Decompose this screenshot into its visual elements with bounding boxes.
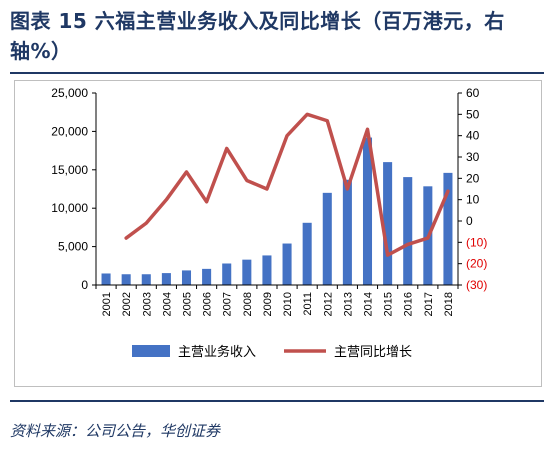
bar-revenue-2013 <box>342 179 352 285</box>
bar-revenue-2006 <box>202 268 212 285</box>
bar-revenue-2012 <box>322 192 332 285</box>
x-tick-label: 2010 <box>282 292 294 316</box>
bar-revenue-2018 <box>443 172 453 285</box>
left-tick-label: 5,000 <box>58 240 88 254</box>
bar-revenue-2005 <box>181 270 192 285</box>
x-tick-label: 2001 <box>101 292 113 316</box>
right-tick-label: 30 <box>466 150 480 164</box>
x-tick-label: 2011 <box>302 292 314 316</box>
x-tick-label: 2008 <box>242 292 254 316</box>
right-tick-label: (20) <box>466 257 487 271</box>
x-tick-label: 2007 <box>222 292 234 316</box>
legend-swatch-revenue <box>132 345 170 357</box>
x-tick-label: 2018 <box>443 292 455 316</box>
bar-revenue-2004 <box>161 273 171 285</box>
legend-label-revenue: 主营业务收入 <box>178 344 256 359</box>
right-tick-label: 10 <box>466 193 480 207</box>
legend-label-growth: 主营同比增长 <box>334 344 412 359</box>
x-tick-label: 2002 <box>121 292 133 316</box>
title-divider <box>10 72 544 74</box>
bar-revenue-2002 <box>121 274 131 285</box>
bar-revenue-2003 <box>141 274 151 285</box>
bar-revenue-2001 <box>101 273 111 285</box>
left-tick-label: 10,000 <box>51 201 88 215</box>
x-tick-label: 2003 <box>141 292 153 316</box>
x-tick-label: 2015 <box>383 292 395 316</box>
figure-title: 图表 15 六福主营业务收入及同比增长（百万港元，右轴%） <box>10 9 505 63</box>
bar-revenue-2015 <box>383 162 393 285</box>
x-tick-label: 2016 <box>403 292 415 316</box>
right-tick-label: 40 <box>466 129 480 143</box>
bar-revenue-2016 <box>403 177 413 285</box>
right-tick-label: 50 <box>466 107 480 121</box>
right-tick-label: 60 <box>466 86 480 100</box>
x-tick-label: 2017 <box>423 292 435 316</box>
right-tick-label: (10) <box>466 235 487 249</box>
left-tick-label: 20,000 <box>51 124 88 138</box>
left-tick-label: 25,000 <box>51 86 88 100</box>
right-tick-label: 20 <box>466 171 480 185</box>
bar-revenue-2011 <box>302 222 312 285</box>
right-tick-label: 0 <box>466 214 473 228</box>
x-tick-label: 2006 <box>202 292 214 316</box>
x-tick-label: 2013 <box>342 292 354 316</box>
bar-revenue-2008 <box>242 259 252 285</box>
source-note: 资料来源：公司公告，华创证券 <box>10 422 221 440</box>
bar-revenue-2014 <box>362 137 373 285</box>
x-tick-label: 2005 <box>182 292 194 316</box>
x-tick-label: 2012 <box>322 292 334 316</box>
right-tick-label: (30) <box>466 278 487 292</box>
chart-frame <box>14 80 542 387</box>
bar-revenue-2009 <box>262 255 272 285</box>
left-tick-label: 15,000 <box>51 163 88 177</box>
x-tick-label: 2014 <box>363 292 375 316</box>
left-tick-label: 0 <box>81 278 88 292</box>
bar-revenue-2010 <box>282 243 292 285</box>
x-tick-label: 2004 <box>161 292 173 316</box>
line-yoy-growth <box>124 112 450 257</box>
x-tick-label: 2009 <box>262 292 274 316</box>
combo-chart: 0 5,000 10,000 15,000 20,000 25,000 (30) (20) (1… <box>51 86 487 359</box>
source-divider <box>10 400 544 402</box>
bar-revenue-2007 <box>222 263 232 285</box>
